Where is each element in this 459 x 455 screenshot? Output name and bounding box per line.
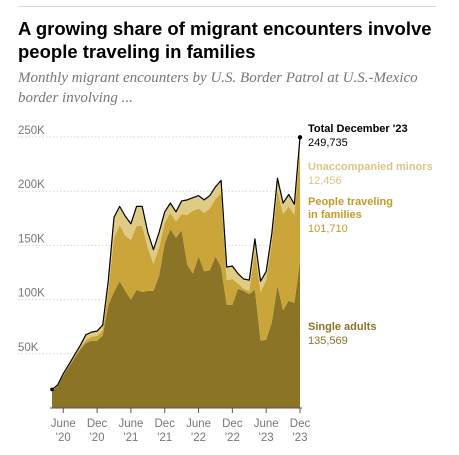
y-tick-label: 50K [18,342,39,354]
area-layers [50,135,303,408]
x-tick-label: June '20 [51,418,76,444]
annotation-total: Total December '23 249,735 [308,123,408,149]
x-tick-label: Dec '22 [222,418,243,444]
single-label: Single adults [308,321,376,333]
unaccompanied-label: Unaccompanied minors [308,161,433,173]
chart-title: A growing share of migrant encounters in… [18,18,432,62]
annotation-unaccompanied: Unaccompanied minors 12,456 [308,161,433,187]
annotation-single: Single adults 135,569 [308,321,376,347]
y-axis-labels: 50K 100K 150K 200K 250K [18,125,45,354]
start-point-marker [50,387,54,392]
y-tick-label: 250K [18,125,45,137]
families-value: 101,710 [308,223,348,235]
x-tick-label: June '22 [186,418,211,444]
single-value: 135,569 [308,335,348,347]
end-point-marker [297,135,303,140]
y-tick-label: 150K [18,233,45,245]
total-line [51,137,301,390]
chart-subtitle: Monthly migrant encounters by U.S. Borde… [18,70,418,106]
y-tick-label: 100K [18,288,45,300]
families-label: People traveling in families [308,196,393,221]
x-tick-label: Dec '21 [155,418,176,444]
x-axis: June '20 Dec '20 June '21 Dec '21 June '22 Dec '22 J… [50,407,311,444]
top-rule [18,6,436,7]
x-tick-label: June '21 [118,418,143,444]
area-single-adults [52,229,300,408]
y-tick-label: 200K [18,179,45,191]
x-tick-label: June '23 [254,418,279,444]
x-tick-label: Dec '20 [87,418,108,444]
x-tick-label: Dec '23 [290,418,311,444]
total-label: Total December '23 [308,123,408,135]
total-value: 249,735 [308,137,348,149]
annotation-families: People traveling in families 101,710 [308,196,393,235]
unaccompanied-value: 12,456 [308,175,342,187]
